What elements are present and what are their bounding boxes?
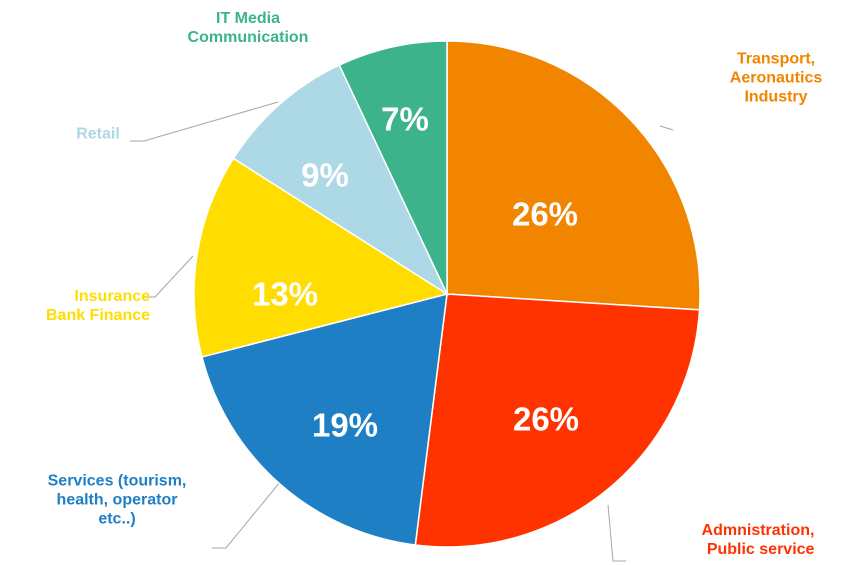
slice-value-label: 9% [301, 157, 349, 194]
leader-lines [130, 101, 674, 562]
slice-value-label: 26% [513, 401, 579, 438]
leader-line [212, 481, 281, 549]
leader-line [130, 101, 279, 142]
leader-line [607, 504, 626, 562]
slice-value-label: 7% [381, 101, 429, 138]
pie-slice [414, 293, 701, 548]
leader-line [142, 255, 194, 298]
pie-slice [446, 40, 701, 311]
pie-slice [193, 157, 449, 358]
pie-slice [338, 40, 448, 295]
category-label: Insurance Bank Finance [45, 288, 151, 324]
category-label: Services (tourism, health, operator etc.… [47, 472, 187, 528]
category-label: Retail [76, 125, 120, 143]
category-label: Admnistration, Public service [701, 522, 815, 558]
category-label: Transport, Aeronautics Industry [729, 50, 823, 106]
slice-value-label: 26% [512, 196, 578, 233]
leader-line [659, 125, 674, 131]
category-label: IT Media Communication [187, 10, 309, 46]
pie-slice [232, 64, 449, 297]
slice-value-label: 13% [252, 276, 318, 313]
pie-slice [201, 292, 448, 546]
slice-value-label: 19% [312, 407, 378, 444]
